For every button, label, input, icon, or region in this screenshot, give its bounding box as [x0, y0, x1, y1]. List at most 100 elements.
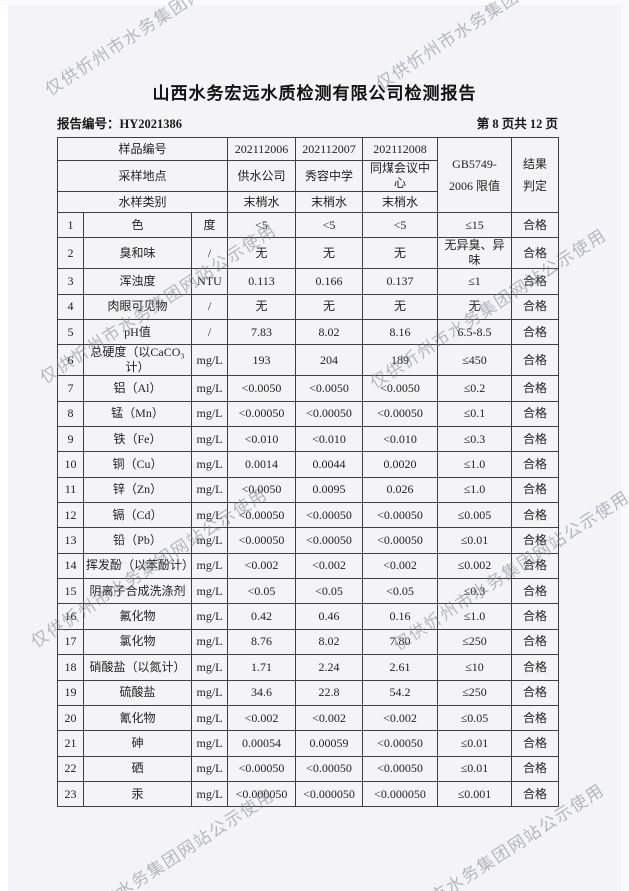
- row-unit: mg/L: [191, 527, 228, 554]
- row-value-sample2: 0.166: [295, 268, 363, 295]
- row-value-sample3: 0.026: [362, 476, 438, 504]
- row-unit: /: [191, 293, 228, 321]
- header-row-location: 采样地点 供水公司 秀容中学 同煤会议中心: [57, 160, 559, 192]
- row-number: 1: [57, 211, 84, 239]
- row-value-sample1: <0.002: [227, 552, 296, 580]
- row-value-sample3: <0.00050: [362, 730, 438, 757]
- row-limit: ≤0.002: [437, 552, 512, 580]
- table-row: 16 氟化物 mg/L 0.42 0.46 0.16 ≤1.0 合格: [57, 603, 559, 630]
- row-value-sample2: <0.000050: [295, 780, 363, 808]
- row-item-name: 硝酸盐（以氮计）: [83, 654, 192, 681]
- row-result: 合格: [511, 268, 559, 295]
- row-value-sample3: 无: [362, 237, 438, 270]
- scan-edge-left: [0, 0, 8, 891]
- row-result: 合格: [511, 755, 559, 782]
- row-number: 21: [57, 730, 84, 757]
- water-quality-results-table: 样品编号 202112006 202112007 202112008 GB574…: [57, 137, 559, 808]
- results-table-body: 1 色 度 <5 <5 <5 ≤15 合格 2 臭和味 / 无 无 无 无异臭、…: [57, 211, 559, 808]
- row-item-name: 镉（Cd）: [83, 502, 192, 529]
- result-column-header: 结果 判定: [511, 137, 559, 213]
- sample-id-2: 202112007: [295, 137, 363, 161]
- scan-edge-top: [0, 0, 629, 5]
- row-value-sample2: 0.00059: [295, 730, 363, 757]
- location-label: 采样地点: [57, 160, 228, 192]
- type-2: 末梢水: [295, 191, 363, 213]
- table-row: 1 色 度 <5 <5 <5 ≤15 合格: [57, 211, 559, 239]
- row-limit: ≤0.01: [437, 755, 512, 782]
- limit-header-line2: 2006 限值: [448, 178, 500, 193]
- row-value-sample2: <0.05: [295, 578, 363, 605]
- row-number: 9: [57, 426, 84, 453]
- row-item-name: pH值: [83, 319, 192, 346]
- row-unit: mg/L: [191, 502, 228, 529]
- row-item-name: 肉眼可见物: [83, 293, 192, 321]
- row-unit: mg/L: [191, 730, 228, 757]
- row-value-sample2: 0.0095: [295, 476, 363, 504]
- row-item-name: 阴离子合成洗涤剂: [83, 578, 192, 605]
- row-value-sample3: 无: [362, 293, 438, 321]
- row-number: 17: [57, 628, 84, 656]
- row-item-name: 砷: [83, 730, 192, 757]
- row-item-name: 挥发酚（以苯酚计）: [83, 552, 192, 580]
- row-value-sample2: 8.02: [295, 628, 363, 656]
- row-unit: 度: [191, 211, 228, 239]
- sample-no-label: 样品编号: [57, 137, 228, 161]
- row-number: 23: [57, 780, 84, 808]
- row-result: 合格: [511, 237, 559, 270]
- type-3: 末梢水: [362, 191, 438, 213]
- row-item-name: 汞: [83, 780, 192, 808]
- row-result: 合格: [511, 293, 559, 321]
- row-value-sample1: <0.000050: [227, 780, 296, 808]
- row-result: 合格: [511, 552, 559, 580]
- row-value-sample1: <0.00050: [227, 755, 296, 782]
- row-value-sample2: 22.8: [295, 679, 363, 706]
- table-row: 19 硫酸盐 mg/L 34.6 22.8 54.2 ≤250 合格: [57, 679, 559, 706]
- table-row: 10 铜（Cu） mg/L 0.0014 0.0044 0.0020 ≤1.0 …: [57, 451, 559, 478]
- row-unit: mg/L: [191, 400, 228, 428]
- row-value-sample3: <0.0050: [362, 375, 438, 402]
- row-value-sample2: <0.00050: [295, 527, 363, 554]
- row-value-sample2: <0.00050: [295, 502, 363, 529]
- row-item-name: 氟化物: [83, 603, 192, 630]
- row-number: 10: [57, 451, 84, 478]
- row-limit: ≤0.001: [437, 780, 512, 808]
- row-result: 合格: [511, 476, 559, 504]
- table-row: 8 锰（Mn） mg/L <0.00050 <0.00050 <0.00050 …: [57, 400, 559, 428]
- row-unit: /: [191, 319, 228, 346]
- row-value-sample1: <0.0050: [227, 476, 296, 504]
- sample-id-3: 202112008: [362, 137, 438, 161]
- row-value-sample2: <0.0050: [295, 375, 363, 402]
- row-unit: mg/L: [191, 375, 228, 402]
- row-limit: ≤0.1: [437, 400, 512, 428]
- row-number: 6: [57, 344, 84, 377]
- row-number: 20: [57, 704, 84, 732]
- table-row: 17 氯化物 mg/L 8.76 8.02 7.80 ≤250 合格: [57, 628, 559, 656]
- row-item-name: 锌（Zn）: [83, 476, 192, 504]
- row-number: 15: [57, 578, 84, 605]
- row-value-sample3: 189: [362, 344, 438, 377]
- row-value-sample3: 7.80: [362, 628, 438, 656]
- scan-edge-right: [621, 0, 629, 891]
- table-row: 9 铁（Fe） mg/L <0.010 <0.010 <0.010 ≤0.3 合…: [57, 426, 559, 453]
- row-value-sample2: <0.002: [295, 704, 363, 732]
- row-number: 2: [57, 237, 84, 270]
- row-result: 合格: [511, 730, 559, 757]
- limit-header-line1: GB5749-: [452, 156, 497, 171]
- row-unit: mg/L: [191, 654, 228, 681]
- row-number: 4: [57, 293, 84, 321]
- row-unit: mg/L: [191, 780, 228, 808]
- row-value-sample1: <0.010: [227, 426, 296, 453]
- table-row: 13 铅（Pb） mg/L <0.00050 <0.00050 <0.00050…: [57, 527, 559, 554]
- row-value-sample1: 7.83: [227, 319, 296, 346]
- row-value-sample1: 193: [227, 344, 296, 377]
- row-value-sample2: 无: [295, 237, 363, 270]
- row-unit: mg/L: [191, 451, 228, 478]
- row-result: 合格: [511, 451, 559, 478]
- row-value-sample3: <0.002: [362, 704, 438, 732]
- row-value-sample1: <0.00050: [227, 502, 296, 529]
- row-value-sample3: <0.00050: [362, 502, 438, 529]
- row-item-name: 铝（Al）: [83, 375, 192, 402]
- row-number: 8: [57, 400, 84, 428]
- row-item-name: 臭和味: [83, 237, 192, 270]
- row-result: 合格: [511, 426, 559, 453]
